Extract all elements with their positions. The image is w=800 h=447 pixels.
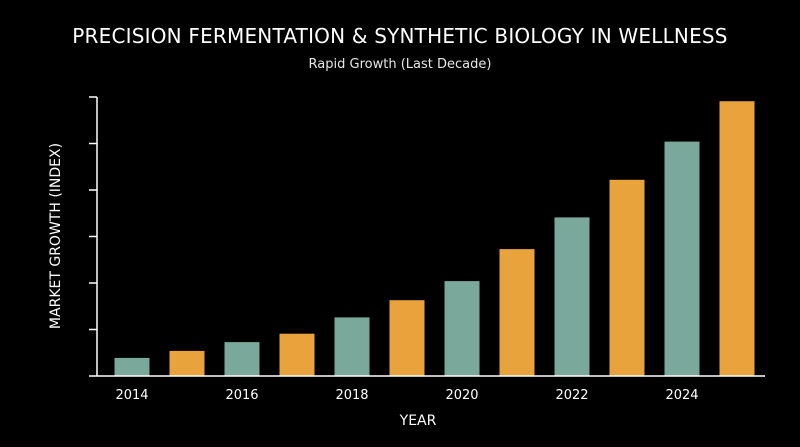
bar-2023	[609, 179, 645, 376]
y-axis-title: MARKET GROWTH (INDEX)	[48, 143, 64, 329]
x-tick-label-2018: 2018	[335, 388, 368, 403]
bars-group	[114, 101, 755, 376]
x-tick-label-2022: 2022	[555, 388, 588, 403]
x-tick-label-2014: 2014	[115, 388, 148, 403]
bar-2018	[334, 317, 370, 376]
bar-2022	[554, 217, 590, 376]
x-tick-label-2024: 2024	[665, 388, 698, 403]
bar-2014	[114, 357, 150, 376]
chart-subtitle: Rapid Growth (Last Decade)	[308, 57, 492, 72]
bar-2016	[224, 342, 260, 376]
bar-2024	[664, 141, 700, 376]
bar-2015	[169, 350, 205, 376]
y-axis-ticks	[89, 96, 97, 377]
x-tick-label-2020: 2020	[445, 388, 478, 403]
bar-2019	[389, 300, 425, 376]
x-axis-title: YEAR	[399, 413, 437, 429]
chart-title: PRECISION FERMENTATION & SYNTHETIC BIOLO…	[72, 24, 728, 48]
x-tick-label-2016: 2016	[225, 388, 258, 403]
bar-2017	[279, 333, 315, 376]
bar-2021	[499, 249, 535, 376]
bar-2025	[719, 101, 755, 376]
bar-2020	[444, 281, 480, 376]
x-axis-tick-labels: 2014 2016 2018 2020 2022 2024	[115, 388, 698, 403]
